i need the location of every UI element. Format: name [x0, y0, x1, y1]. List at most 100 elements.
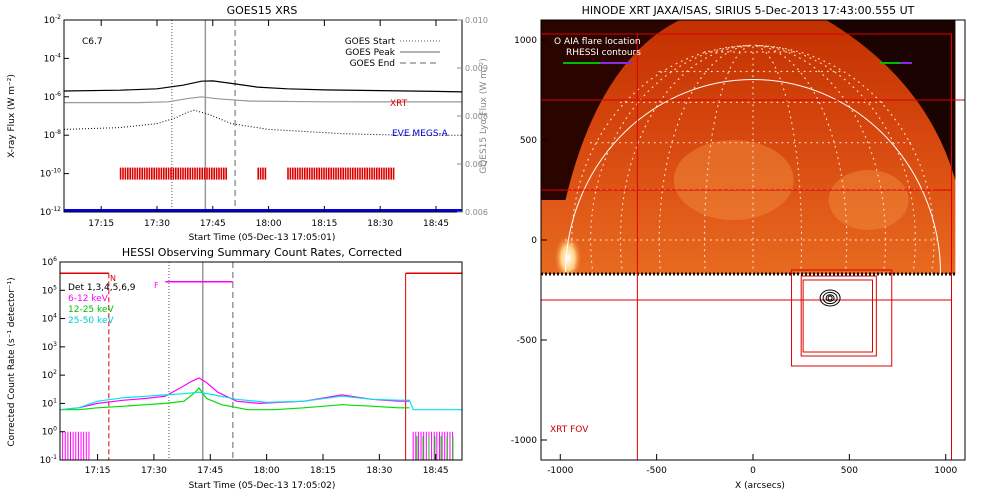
goes-xrt-bar-tick: [347, 167, 349, 180]
rhessi-flag-f: F: [154, 281, 159, 290]
goes-frame: [63, 19, 463, 213]
goes-plot-area: [63, 20, 463, 212]
goes-xrt-bar-tick: [122, 167, 124, 180]
goes-xrt-bar-tick: [131, 167, 134, 180]
goes-xrt-bar-tick: [316, 167, 318, 180]
goes-xrt-bar-tick: [301, 167, 304, 180]
rhessi-ytick-label-1: 105: [42, 284, 57, 296]
goes-xrt-bar-tick: [124, 167, 127, 180]
rhessi-title: HESSI Observing Summary Count Rates, Cor…: [122, 246, 402, 259]
goes-xrt-bar-tick: [311, 167, 313, 180]
goes-xrt-bar-tick: [332, 167, 335, 180]
goes-xrt-bar-tick: [158, 167, 160, 180]
goes-xtick-label-2: 17:45: [200, 219, 226, 229]
rhessi-xtick-label-0: 17:15: [85, 466, 111, 476]
xrt-grid-lon: [755, 44, 935, 275]
goes-xrt-bar-group-1: [257, 167, 267, 180]
goes-xrt-bar-tick: [165, 167, 167, 180]
xrt-fov-label: XRT FOV: [550, 425, 589, 435]
goes-legend: GOES Start GOES Peak GOES End: [345, 37, 440, 69]
goes-xrt-bar-tick: [340, 167, 342, 180]
goes-xrt-bar-tick: [189, 167, 191, 180]
goes-xrt-bar-tick: [177, 167, 179, 180]
goes-ytick-label-3: 10-8: [44, 129, 62, 141]
goes-xtick-label-0: 17:15: [88, 219, 114, 229]
goes-xrt-bar-tick: [148, 167, 151, 180]
goes-xrt-bar-tick: [299, 167, 301, 180]
goes-xrt-bar-tick: [325, 167, 328, 180]
goes-xrt-bar-tick: [335, 167, 337, 180]
goes-title: GOES15 XRS: [227, 4, 298, 17]
goes-xrt-label: XRT: [390, 99, 408, 109]
goes-ytick-label-0: 10-2: [44, 14, 62, 26]
goes-xrt-bar-tick: [313, 167, 316, 180]
rhessi-xtick-label-6: 18:45: [423, 466, 449, 476]
xrt-rhessi-contour-1: [822, 291, 838, 305]
rhessi-series-0: [59, 377, 410, 411]
goes-y2tick-label-4: 0.010: [465, 16, 488, 25]
goes-xrt-bar-tick: [292, 167, 294, 180]
xrt-ytick-label-1: 500: [520, 136, 537, 146]
goes-xrt-bar-tick: [129, 167, 131, 180]
xrt-rhessi-contour-0: [819, 289, 841, 307]
xrt-fov-box-1: [541, 99, 965, 460]
goes-y2tick-label-2: 0.008: [465, 112, 488, 121]
rhessi-xtick-label-4: 18:15: [310, 466, 336, 476]
goes-xrt-bar-tick: [203, 167, 206, 180]
goes-xrt-bar-tick: [371, 167, 373, 180]
xrt-xtick-label-4: 1000: [934, 466, 957, 476]
goes-xrt-bar-tick: [160, 167, 163, 180]
goes-xrt-bar-tick: [366, 167, 368, 180]
rhessi-panel: HESSI Observing Summary Count Rates, Cor…: [7, 246, 463, 491]
goes-curve-1: [64, 96, 463, 104]
goes-xrt-bar-tick: [211, 167, 213, 180]
rhessi-series-2: [59, 391, 462, 411]
xrt-image-area: [541, 20, 965, 460]
xrt-legend-rhessi: RHESSI contours: [566, 48, 641, 58]
xrt-fov-box-4: [800, 275, 877, 357]
xrt-fov-box-5: [802, 279, 873, 353]
xrt-grid-lon: [658, 44, 753, 275]
goes-xrt-bar-tick: [196, 167, 199, 180]
goes-xrt-bar-group-2: [287, 167, 395, 180]
goes-y2tick-label-1: 0.007: [465, 160, 488, 169]
xrt-ytick-label-3: -500: [517, 336, 538, 346]
xrt-yticks: 1000 500 0 -500 -1000: [511, 36, 547, 446]
goes-xrt-bar-tick: [163, 167, 165, 180]
xrt-xtick-label-0: -1000: [547, 466, 573, 476]
rhessi-night-hatch: [59, 431, 454, 460]
goes-xrt-bar-tick: [194, 167, 196, 180]
goes-xrt-bar-tick: [318, 167, 320, 180]
goes-ylabel-left: X-ray Flux (W m⁻²): [7, 74, 17, 158]
goes-xrt-bar-tick: [155, 167, 158, 180]
goes-xrt-bar-tick: [383, 167, 385, 180]
goes-xrt-bar-tick: [328, 167, 330, 180]
goes-xrt-bar-tick: [225, 167, 227, 180]
xrt-bright-region: [673, 140, 794, 220]
goes-xtick-label-5: 18:30: [367, 219, 393, 229]
goes-ytick-label-1: 10-4: [44, 52, 62, 64]
xrt-dark-corner-right: [826, 20, 956, 180]
goes-xticks: 17:15 17:30 17:45 18:00 18:15 18:30 18:45: [88, 20, 449, 229]
xrt-aia-flare-marker: [827, 295, 833, 301]
rhessi-legend-25-50: 25-50 keV: [68, 316, 114, 326]
goes-xrt-bar-tick: [127, 167, 129, 180]
rhessi-ytick-label-4: 102: [42, 369, 57, 381]
goes-xrt-bar-tick: [259, 167, 262, 180]
goes-xrt-bar-tick: [220, 167, 223, 180]
goes-xrt-bar-group-0: [119, 167, 227, 180]
rhessi-ytick-label-0: 106: [42, 256, 57, 268]
goes-ylabel-right: GOES15 Lyα Flux (W m⁻²): [479, 58, 489, 174]
goes-xrt-bar-tick: [368, 167, 371, 180]
goes-xrt-bar-tick: [287, 167, 289, 180]
goes-xrt-bar-tick: [296, 167, 299, 180]
goes-xrt-bar-tick: [151, 167, 153, 180]
goes-xrt-bar-tick: [206, 167, 208, 180]
xrt-limb-brightening: [553, 234, 582, 282]
goes-xtick-label-3: 18:00: [256, 219, 282, 229]
goes-xrt-bar-tick: [342, 167, 344, 180]
goes-xrt-bar-tick: [373, 167, 376, 180]
goes-xrt-bar-tick: [208, 167, 211, 180]
xrt-title: HINODE XRT JAXA/ISAS, SIRIUS 5-Dec-2013 …: [582, 4, 915, 17]
goes-xrt-bar-tick: [143, 167, 146, 180]
